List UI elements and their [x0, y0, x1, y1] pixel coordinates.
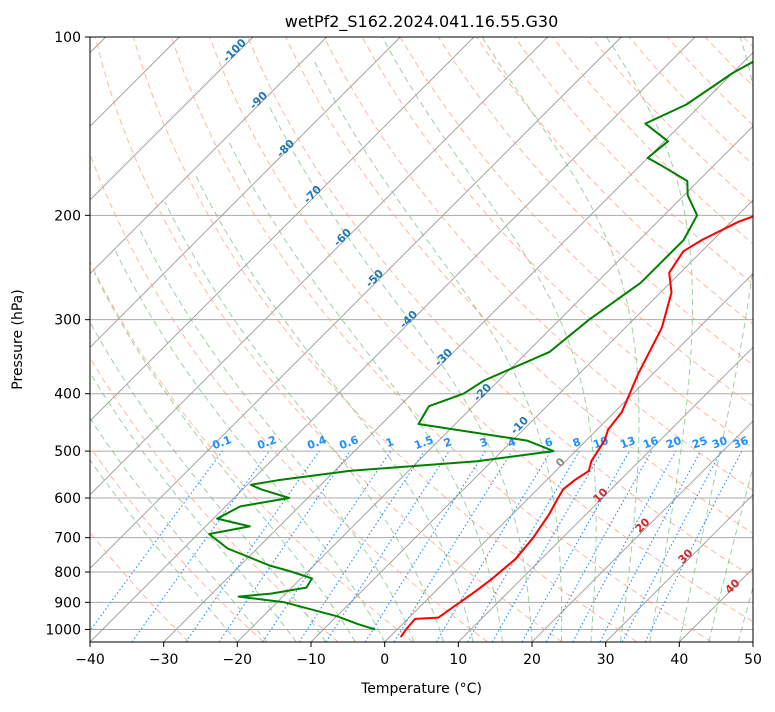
x-tick-label: −40 — [75, 652, 105, 668]
dry-adiabat-line — [514, 35, 775, 642]
y-axis-label: Pressure (hPa) — [10, 289, 26, 389]
moist-adiabat-line — [56, 311, 296, 642]
dry-adiabat-label: -100 — [220, 36, 249, 65]
mixing-ratio-label: 1 — [384, 435, 396, 450]
y-tick-label: 800 — [54, 565, 81, 581]
mixing-ratio-label: 16 — [641, 434, 660, 452]
x-tick-label: 30 — [597, 652, 615, 668]
dry-adiabat-line — [0, 35, 189, 642]
dry-adiabat-line — [171, 35, 712, 642]
x-tick-label: 10 — [449, 652, 467, 668]
moist-adiabat-line — [315, 62, 562, 643]
dry-adiabat-label: -70 — [301, 183, 324, 206]
y-tick-label: 900 — [54, 595, 81, 611]
dry-adiabat-line — [0, 35, 338, 642]
x-tick-label: 50 — [744, 652, 762, 668]
moist-adiabat-line — [709, 37, 775, 642]
isotherm-line — [164, 37, 769, 642]
isotherm-line — [385, 37, 775, 642]
mixing-ratio-label: 0.4 — [305, 433, 328, 452]
mixing-ratio-line — [326, 451, 449, 642]
mixing-ratio-line — [299, 451, 424, 642]
dry-adiabat-label: -60 — [331, 226, 354, 249]
x-axis-label: Temperature (°C) — [360, 681, 482, 697]
dry-adiabat-line — [742, 35, 775, 642]
x-tick-label: −30 — [149, 652, 179, 668]
mixing-ratio-label: 8 — [571, 435, 583, 450]
mixing-ratio-label: 25 — [690, 434, 709, 451]
x-tick-label: 20 — [523, 652, 541, 668]
dry-adiabat-label: -20 — [471, 381, 494, 404]
mixing-ratio-line — [365, 451, 485, 642]
moist-adiabat-label: 30 — [676, 546, 696, 566]
y-tick-label: 500 — [54, 444, 81, 460]
dry-adiabat-line — [19, 35, 413, 642]
dry-adiabat-line — [57, 35, 488, 642]
dry-adiabat-line — [399, 35, 775, 642]
temperature-profile-line — [401, 37, 775, 637]
y-tick-label: 300 — [54, 313, 81, 329]
y-tick-label: 1000 — [45, 622, 81, 638]
mixing-ratio-line — [468, 451, 580, 642]
dry-adiabat-label: -40 — [397, 308, 420, 331]
mixing-ratio-label: 0.2 — [255, 433, 278, 452]
dry-adiabat-label: -80 — [274, 137, 297, 160]
isotherm-line — [0, 37, 253, 642]
moist-adiabat-line — [482, 37, 639, 642]
x-tick-label: 40 — [670, 652, 688, 668]
y-tick-label: 200 — [54, 208, 81, 224]
isotherm-line — [532, 37, 775, 642]
isopleth-labels: -100 -90 -80-70 -60 -50 -40 -30 -20 -10 0.1 0.2 0.4… — [210, 36, 750, 597]
isotherm-line — [311, 37, 775, 642]
dry-adiabat-line — [704, 35, 775, 642]
x-tick-label: −20 — [223, 652, 253, 668]
isotherm-line — [90, 37, 695, 642]
dry-adiabat-label: -50 — [363, 267, 386, 290]
y-tick-label: 100 — [54, 30, 81, 46]
mixing-ratio-label: 1.5 — [412, 433, 435, 452]
isotherm-line — [0, 37, 327, 642]
dry-adiabat-line — [552, 35, 775, 642]
moist-adiabat-label: 10 — [591, 485, 611, 505]
isotherm-line — [237, 37, 775, 642]
mixing-ratio-line — [546, 451, 651, 642]
mixing-ratio-label: 10 — [591, 434, 610, 452]
mixing-ratio-label: 30 — [710, 434, 729, 452]
mixing-ratio-label: 0.1 — [210, 433, 233, 452]
moist-adiabat-line — [738, 37, 775, 642]
chart-title: wetPf2_S162.2024.041.16.55.G30 — [285, 12, 559, 32]
mixing-ratio-label: 2 — [442, 435, 454, 450]
x-tick-label: 0 — [380, 652, 389, 668]
y-tick-label: 600 — [54, 491, 81, 507]
moist-adiabat-line — [94, 273, 355, 642]
x-axis-ticks: −40 −30 −20 −10 0 10 20 30 40 50 — [75, 642, 762, 668]
dry-adiabat-label: -30 — [432, 346, 455, 369]
background-lines — [0, 35, 775, 642]
x-tick-label: −10 — [296, 652, 326, 668]
moist-adiabat-label: 20 — [633, 515, 653, 535]
y-axis-ticks: 100 200 300 400 500 600 700 800 900 1000 — [45, 30, 90, 638]
mixing-ratio-line — [82, 451, 223, 642]
isotherm-line — [679, 37, 775, 642]
isotherm-line — [0, 37, 400, 642]
mixing-ratio-label: 13 — [618, 434, 637, 451]
isotherm-line — [458, 37, 775, 642]
moist-adiabat-label: 0 — [553, 455, 568, 470]
isotherm-line — [0, 37, 548, 642]
y-tick-label: 700 — [54, 531, 81, 547]
mixing-ratio-label: 36 — [731, 434, 750, 452]
dry-adiabat-line — [247, 35, 775, 642]
isotherm-line — [753, 37, 775, 642]
mixing-ratio-label: 0.6 — [337, 433, 360, 452]
dry-adiabat-label: -90 — [247, 89, 270, 112]
moist-adiabat-line — [75, 293, 326, 642]
plot-frame — [90, 37, 753, 642]
mixing-ratio-line — [573, 451, 676, 642]
dry-adiabat-label: -10 — [508, 414, 531, 437]
moist-adiabat-label: 40 — [723, 576, 743, 596]
y-tick-label: 400 — [54, 387, 81, 403]
isotherm-line — [16, 37, 621, 642]
